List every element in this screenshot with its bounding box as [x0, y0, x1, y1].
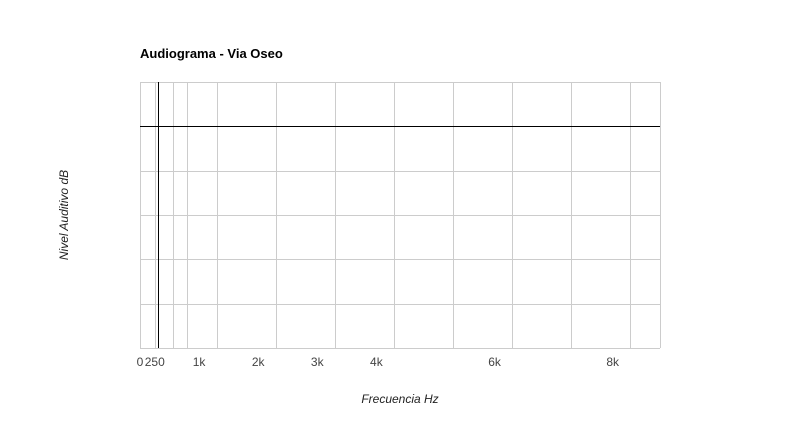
x-tick-label: 2k: [252, 355, 266, 369]
x-tick-label: 3k: [311, 355, 325, 369]
x-axis-title: Frecuencia Hz: [361, 392, 438, 406]
y-axis-title: Nivel Auditivo dB: [57, 170, 71, 260]
x-tick-label: 8k: [606, 355, 620, 369]
reference-lines: [140, 82, 660, 348]
chart-title: Audiograma - Via Oseo: [140, 46, 283, 61]
x-axis-ticks: 0 250 1k 2k 3k 4k 6k 8k: [137, 355, 620, 369]
x-tick-label: 4k: [370, 355, 384, 369]
x-tick-label: 1k: [193, 355, 207, 369]
x-tick-label: 250: [145, 355, 165, 369]
x-tick-label: 0: [137, 355, 144, 369]
x-tick-label: 6k: [488, 355, 502, 369]
